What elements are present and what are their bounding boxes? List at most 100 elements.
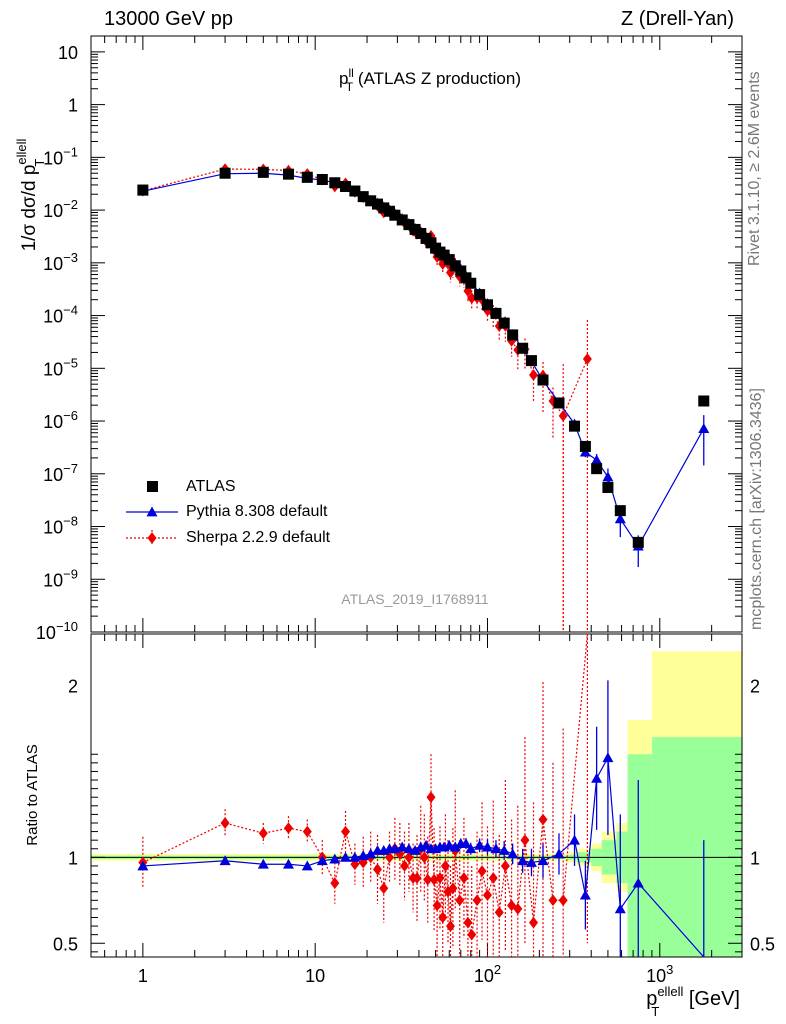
atlas-marker (449, 260, 461, 272)
sherpa-marker-ratio (477, 865, 487, 877)
sherpa-marker-ratio (419, 851, 429, 864)
sherpa-marker-ratio (220, 817, 230, 829)
sherpa-marker-ratio (330, 877, 340, 889)
sherpa-marker-ratio (404, 851, 414, 864)
sherpa-marker-ratio (445, 920, 455, 932)
x-tick-label: 1 (138, 966, 148, 986)
legend-sherpa-marker (147, 532, 157, 544)
y-tick-label-top: 10−2 (43, 197, 78, 221)
atlas-series (137, 166, 710, 548)
band-green (627, 754, 652, 957)
sherpa-line-top (142, 168, 588, 418)
process-label: Z (Drell-Yan) (621, 8, 734, 30)
sherpa-marker-ratio (548, 894, 558, 907)
atlas-marker (257, 166, 269, 178)
atlas-marker (614, 505, 626, 517)
atlas-marker (498, 317, 510, 329)
y-tick-label-bottom-left: 0.5 (53, 934, 78, 954)
sherpa-marker-ratio (440, 860, 450, 872)
pythia-marker-top (698, 423, 710, 433)
sherpa-marker-ratio (429, 873, 439, 886)
atlas-marker (403, 219, 415, 231)
mcplots-label: mcplots.cern.ch [arXiv:1306.3436] (748, 388, 765, 630)
atlas-marker (349, 185, 361, 197)
atlas-marker (507, 329, 519, 341)
legend-pythia-marker (146, 506, 158, 517)
atlas-marker (632, 536, 644, 548)
y-tick-label-top: 10−8 (43, 514, 78, 538)
sherpa-marker-ratio (385, 851, 395, 864)
atlas-marker (396, 214, 408, 226)
atlas-marker (602, 481, 614, 493)
y-tick-label-top: 10−5 (43, 355, 78, 379)
y-tick-label-bottom-right: 2 (750, 677, 760, 697)
bottom-panel-frame (90, 633, 743, 958)
y-tick-label-top: 10−3 (43, 250, 78, 274)
atlas-marker (465, 277, 477, 289)
axes-frame (90, 35, 743, 958)
y-tick-label-top: 10−7 (43, 461, 78, 485)
atlas-marker (409, 223, 421, 235)
y-tick-label-bottom-right: 1 (750, 848, 760, 868)
sherpa-marker-ratio (258, 827, 268, 840)
atlas-marker (219, 167, 231, 179)
x-tick-label: 102 (474, 962, 501, 986)
sherpa-marker-top (455, 270, 465, 283)
atlas-marker (481, 299, 493, 311)
x-axis-label: pellell T [GeV] (646, 984, 740, 1019)
rivet-label: Rivet 3.1.10, ≥ 2.6M events (746, 71, 763, 266)
sherpa-marker-ratio (494, 906, 504, 919)
atlas-marker (517, 342, 529, 354)
y-axis-label-bottom: Ratio to ATLAS (24, 744, 41, 845)
y-tick-label-top: 10−10 (36, 619, 78, 643)
y-tick-label-top: 10−9 (43, 566, 78, 590)
atlas-marker (579, 440, 591, 452)
sherpa-series (138, 163, 592, 957)
atlas-marker (137, 184, 149, 196)
sherpa-marker-ratio (341, 825, 351, 838)
legend-atlas-label: ATLAS (186, 478, 236, 495)
atlas-marker (316, 174, 328, 186)
y-tick-label-bottom-left: 1 (68, 848, 78, 868)
atlas-uncertainty-bands (91, 651, 742, 957)
legend-sherpa-label: Sherpa 2.2.9 default (186, 529, 331, 546)
y-axis-label-top: 1/σ dσ/d pellell T (14, 138, 47, 251)
legend-atlas-marker (147, 481, 158, 492)
atlas-marker (443, 254, 455, 266)
atlas-marker (698, 395, 710, 407)
sherpa-marker-top (467, 292, 477, 304)
atlas-marker (490, 307, 502, 319)
atlas-marker (372, 198, 384, 210)
atlas-marker (389, 209, 401, 221)
y-tick-label-top: 10−6 (43, 408, 78, 432)
atlas-marker (365, 195, 377, 207)
x-tick-label: 103 (646, 962, 673, 986)
atlas-marker (301, 171, 313, 183)
sherpa-marker-ratio (520, 834, 530, 847)
atlas-marker (329, 177, 341, 189)
atlas-marker (525, 355, 537, 367)
sherpa-marker-top (445, 266, 455, 279)
y-tick-label-top: 10 (58, 43, 78, 63)
legend-pythia-label: Pythia 8.308 default (186, 503, 328, 520)
atlas-marker (378, 202, 390, 214)
sherpa-line-ratio (142, 633, 588, 935)
collision-label: 13000 GeV pp (104, 8, 233, 30)
atlas-marker (569, 420, 581, 432)
atlas-marker (455, 265, 467, 277)
atlas-marker (282, 168, 294, 180)
band-green (651, 737, 742, 957)
pythia-line-ratio (142, 755, 705, 958)
atlas-marker (537, 374, 549, 386)
y-tick-label-top: 1 (68, 96, 78, 116)
y-tick-label-top: 10−4 (43, 303, 78, 327)
top-panel-frame (90, 35, 743, 633)
atlas-marker (357, 191, 369, 203)
y-tick-label-bottom-left: 2 (68, 677, 78, 697)
x-tick-label: 10 (305, 966, 325, 986)
sherpa-marker-ratio (302, 825, 312, 838)
atlas-marker (553, 397, 565, 409)
plot-title: pll T (ATLAS Z production) (339, 66, 521, 94)
y-tick-label-bottom-right: 0.5 (750, 934, 775, 954)
